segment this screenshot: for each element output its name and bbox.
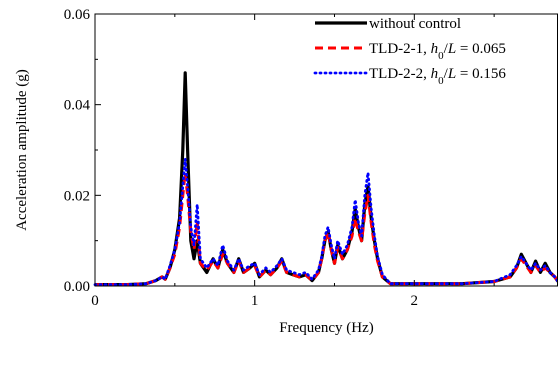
x-tick-label: 0 (91, 293, 99, 309)
y-tick-label: 0.02 (64, 188, 90, 204)
series-layer (93, 71, 558, 287)
x-tick-label: 1 (251, 293, 259, 309)
legend-label-s1: without control (369, 16, 461, 32)
y-tick-label: 0.04 (64, 98, 91, 114)
axes-layer: 0 1 2 0.00 0.02 0.04 0.06 (64, 7, 495, 309)
legend-label-s2: TLD-2-1, h0/L = 0.065 (369, 41, 506, 62)
series-line-s1 (95, 71, 558, 287)
y-tick-label: 0.06 (64, 7, 91, 23)
x-tick-label: 2 (411, 293, 419, 309)
x-axis-title: Frequency (Hz) (279, 320, 374, 336)
legend-label-s3: TLD-2-2, h0/L = 0.156 (369, 66, 506, 87)
y-tick-label: 0.00 (64, 279, 90, 295)
legend: without control TLD-2-1, h0/L = 0.065 TLD-… (313, 16, 506, 87)
series-line-s3 (93, 157, 558, 286)
y-axis-title: Acceleration amplitude (g) (14, 69, 30, 231)
